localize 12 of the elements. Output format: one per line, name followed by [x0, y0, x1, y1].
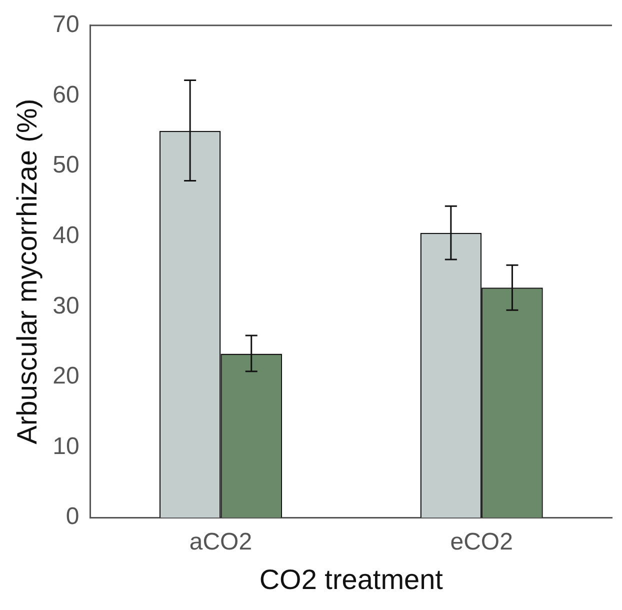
- y-axis-title: Arbuscular mycorrhizae (%): [12, 98, 43, 444]
- x-tick-label: eCO2: [450, 528, 513, 556]
- x-axis-title: CO2 treatment: [259, 564, 444, 595]
- y-tick-label: 60: [52, 81, 80, 108]
- y-tick-label: 40: [52, 222, 80, 249]
- y-tick-label: 10: [52, 432, 80, 460]
- y-tick-label: 50: [52, 152, 80, 179]
- y-tick-label: 0: [66, 503, 80, 530]
- y-tick-label: 70: [52, 11, 80, 38]
- y-tick-label: 20: [52, 362, 80, 390]
- x-tick-label: aCO2: [189, 528, 252, 556]
- y-tick-label: 30: [52, 292, 80, 320]
